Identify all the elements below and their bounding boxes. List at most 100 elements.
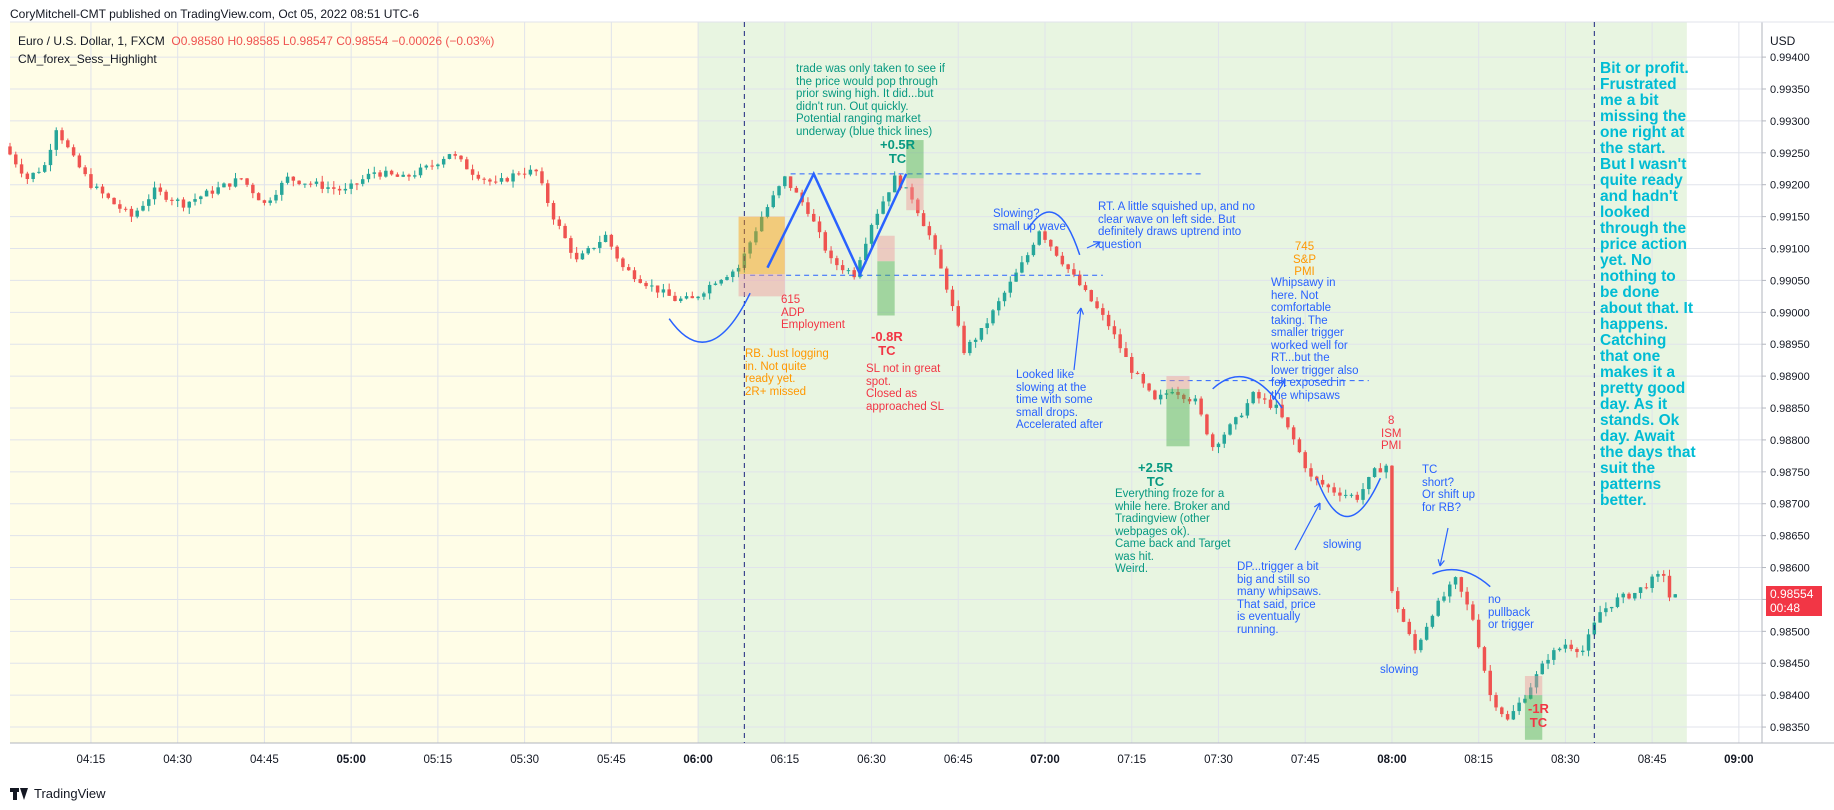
candle-body (1170, 391, 1174, 394)
candle-body (1251, 392, 1255, 404)
candle-body (123, 208, 128, 210)
candle-body (158, 187, 163, 192)
candle-body (823, 232, 828, 251)
candle-body (1182, 394, 1186, 400)
chart-annotation[interactable]: RT. A little squished up, and no clear w… (1098, 201, 1256, 251)
candle-body (493, 181, 498, 183)
chart-annotation[interactable]: slowing (1323, 539, 1362, 551)
symbol-legend: Euro / U.S. Dollar, 1, FXCM O0.98580 H0.… (18, 34, 494, 48)
candle-body (1101, 308, 1105, 315)
slowing-arc-2 (1316, 477, 1382, 518)
candle-body (66, 140, 70, 148)
candle-body (829, 250, 833, 259)
trade-result-marker[interactable]: +2.5R TC (1138, 460, 1174, 489)
candle-body (152, 187, 157, 200)
candle-body (1262, 398, 1267, 400)
candle-body (632, 270, 637, 280)
small-up-wave-arc (1027, 211, 1081, 256)
trade-result-marker[interactable]: -1R TC (1528, 701, 1549, 730)
economic-event-label[interactable]: 745 S&P PMI (1293, 241, 1317, 278)
chart-annotation[interactable]: Bit or profit. Frustrated me a bit missi… (1600, 60, 1696, 509)
y-tick-label: 0.99400 (1770, 52, 1810, 64)
candle-body (1112, 326, 1117, 335)
candle-body (1187, 399, 1192, 402)
economic-event-label[interactable]: 615 ADP Employment (781, 294, 845, 331)
chart-annotation[interactable]: Slowing? small up wave (993, 208, 1066, 233)
publisher-line: CoryMitchell-CMT published on TradingVie… (10, 7, 420, 21)
candle-body (1673, 594, 1678, 598)
candle-body (736, 267, 741, 272)
candle-body (788, 176, 793, 188)
annotation-arrow-head (1076, 307, 1085, 315)
candle-body (1395, 591, 1400, 610)
trade-result-marker[interactable]: +0.5R TC (880, 137, 916, 166)
candle-body (37, 171, 41, 173)
economic-event-label[interactable]: 8 ISM PMI (1381, 415, 1402, 452)
candle-body (106, 193, 111, 198)
candle-body (528, 169, 533, 175)
session-asia (10, 22, 699, 743)
candle-body (563, 225, 567, 239)
chart-annotation[interactable]: slowing (1380, 664, 1419, 676)
y-tick-label: 0.98700 (1770, 499, 1810, 511)
candle-body (1627, 593, 1631, 599)
candle-body (1008, 281, 1013, 293)
indicator-name[interactable]: CM_forex_Sess_Highlight (18, 52, 157, 66)
chart-annotation[interactable]: RB. Just logging in. Not quite ready yet… (745, 348, 829, 398)
candle-body (1338, 492, 1342, 496)
candle-body (141, 205, 145, 211)
x-tick-label: 08:15 (1464, 754, 1493, 766)
x-tick-label: 05:15 (423, 754, 452, 766)
candle-body (274, 194, 278, 201)
candle-body (1072, 269, 1076, 275)
candle-body (979, 328, 984, 340)
candle-body (239, 178, 244, 180)
chart-annotation[interactable]: Looked like slowing at the time with som… (1016, 369, 1103, 431)
candle-body (1303, 452, 1307, 469)
footer-brand[interactable]: TradingView (10, 786, 106, 801)
x-tick-label: 05:00 (336, 754, 365, 766)
candle-body (1424, 626, 1429, 640)
chart-annotation[interactable]: trade was only taken to see if the price… (796, 63, 945, 138)
chart-annotation[interactable]: no pullback or trigger (1488, 594, 1535, 631)
currency-label[interactable]: USD (1770, 34, 1796, 48)
candle-body (748, 242, 752, 254)
trade-result-marker[interactable]: -0.8R TC (871, 329, 903, 358)
chart-annotation[interactable]: TC short? Or shift up for RB? (1422, 464, 1476, 514)
candle-body (129, 208, 134, 217)
candle-body (25, 173, 30, 180)
chart-annotation[interactable]: Everything froze for a while here. Broke… (1115, 488, 1231, 575)
candle-body (1488, 670, 1492, 696)
candle-body (534, 169, 538, 172)
candle-body (1453, 577, 1458, 585)
x-tick-label: 06:30 (857, 754, 886, 766)
candle-body (783, 176, 787, 187)
candle-body (326, 187, 330, 189)
candle-body (436, 164, 440, 167)
x-tick-label: 07:00 (1030, 754, 1059, 766)
x-tick-label: 04:15 (77, 754, 106, 766)
candle-body (48, 149, 53, 166)
x-tick-label: 07:30 (1204, 754, 1233, 766)
candle-body (1476, 619, 1481, 648)
chart-annotation[interactable]: Whipsawy in here. Not comfortable taking… (1271, 277, 1359, 402)
candle-body (1436, 600, 1440, 616)
y-tick-label: 0.99200 (1770, 180, 1810, 192)
candle-body (927, 226, 932, 236)
rb-stop-box (738, 274, 785, 297)
candle-body (1274, 404, 1279, 408)
candle-body (245, 178, 249, 185)
candle-body (488, 179, 492, 182)
candle-body (1604, 608, 1608, 613)
chart-annotation[interactable]: DP...trigger a bit big and still so many… (1237, 561, 1322, 636)
candle-body (1239, 415, 1244, 418)
y-tick-label: 0.98650 (1770, 531, 1810, 543)
candle-body (135, 210, 139, 217)
candle-body (702, 293, 706, 297)
trade4-target-box (1524, 695, 1543, 740)
candle-body (1060, 255, 1065, 265)
candle-body (1291, 427, 1296, 440)
candle-body (1638, 587, 1643, 593)
chart-annotation[interactable]: SL not in great spot. Closed as approach… (866, 363, 945, 413)
